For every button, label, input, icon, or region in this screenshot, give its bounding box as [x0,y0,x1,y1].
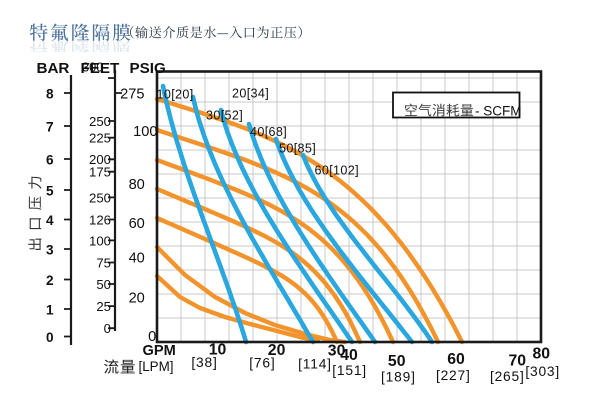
svg-text:BAR: BAR [37,60,70,77]
svg-text:275: 275 [120,86,144,102]
svg-text:1: 1 [46,303,54,318]
svg-text:10[20]: 10[20] [157,88,194,102]
svg-text:40[68]: 40[68] [250,125,287,139]
svg-text:[76]: [76] [249,356,275,371]
svg-text:100: 100 [133,124,157,140]
svg-text:250: 250 [89,190,111,205]
svg-text:7: 7 [46,120,54,135]
svg-text:FEET: FEET [81,60,121,77]
svg-text:5: 5 [46,184,54,199]
svg-text:75: 75 [96,255,111,270]
svg-text:40: 40 [129,251,145,267]
svg-text:- SCFM: - SCFM [475,103,522,118]
svg-text:40: 40 [340,347,358,364]
svg-text:50[85]: 50[85] [279,142,316,156]
svg-text:70: 70 [509,353,527,370]
svg-text:10: 10 [209,342,227,359]
svg-text:300: 300 [82,60,103,75]
svg-text:80: 80 [533,346,551,363]
svg-text:[38]: [38] [191,355,217,370]
svg-text:[265]: [265] [490,369,525,384]
svg-text:175: 175 [89,165,111,180]
svg-text:25: 25 [96,299,111,314]
svg-text:0: 0 [46,330,54,345]
svg-text:PSIG: PSIG [130,60,166,77]
svg-text:225: 225 [89,131,111,146]
svg-text:0: 0 [148,329,156,345]
svg-text:GPM: GPM [143,343,176,359]
svg-text:0: 0 [104,321,111,336]
svg-text:30: 30 [328,343,346,360]
svg-text:250: 250 [89,114,111,129]
svg-text:60: 60 [129,216,145,232]
svg-text:[227]: [227] [436,368,471,383]
svg-text:[151]: [151] [332,363,367,378]
svg-text:20: 20 [268,342,286,359]
svg-text:80: 80 [129,177,145,193]
svg-text:2: 2 [46,273,54,288]
svg-text:200: 200 [89,152,111,167]
svg-text:30[52]: 30[52] [206,109,243,123]
svg-text:[189]: [189] [381,370,416,385]
svg-text:20: 20 [129,291,145,307]
svg-text:[114]: [114] [298,357,332,372]
svg-text:60[102]: 60[102] [315,164,359,178]
svg-text:[LPM]: [LPM] [139,359,174,374]
svg-text:8: 8 [46,87,54,102]
svg-text:20[34]: 20[34] [232,87,269,101]
svg-text:126: 126 [89,212,111,227]
svg-text:[303]: [303] [525,364,560,379]
svg-text:50: 50 [388,353,406,370]
svg-text:50: 50 [96,277,111,292]
svg-text:60: 60 [447,351,465,368]
svg-text:3: 3 [46,243,54,258]
svg-text:4: 4 [46,213,54,228]
svg-text:100: 100 [89,233,111,248]
svg-text:6: 6 [46,153,54,168]
